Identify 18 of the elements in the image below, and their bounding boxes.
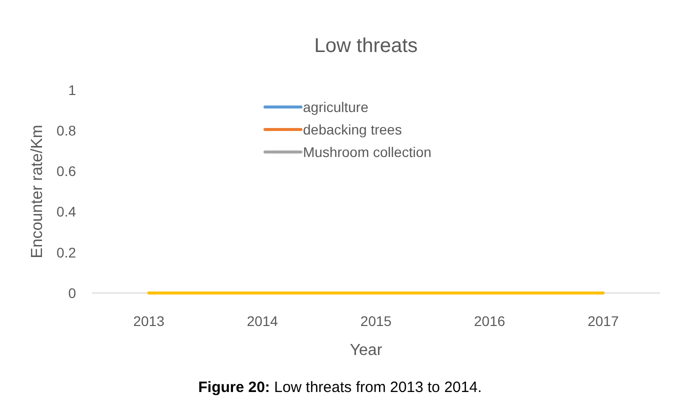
y-tick-label: 1	[68, 82, 76, 98]
legend-label: debacking trees	[303, 121, 402, 138]
y-tick-label: 0	[68, 284, 76, 301]
x-axis-title: Year	[350, 342, 383, 359]
x-tick-label: 2015	[360, 313, 392, 329]
y-tick-label: 0.4	[56, 204, 76, 220]
caption: Figure 20: Low threats from 2013 to 2014.	[198, 379, 482, 396]
legend-label: agriculture	[303, 98, 369, 115]
x-tick-label: 2014	[246, 313, 278, 329]
legend-label: Mushroom collection	[303, 144, 432, 160]
y-tick-label: 0.2	[56, 244, 76, 260]
y-axis-title: Encounter rate/Km	[29, 124, 46, 258]
y-tick-label: 0.8	[56, 122, 76, 138]
y-tick-label: 0.6	[56, 163, 76, 180]
chart-title: Low threats	[314, 35, 418, 57]
x-tick-label: 2016	[474, 313, 506, 329]
x-tick-label: 2013	[133, 313, 165, 329]
x-tick-label: 2017	[588, 313, 619, 329]
